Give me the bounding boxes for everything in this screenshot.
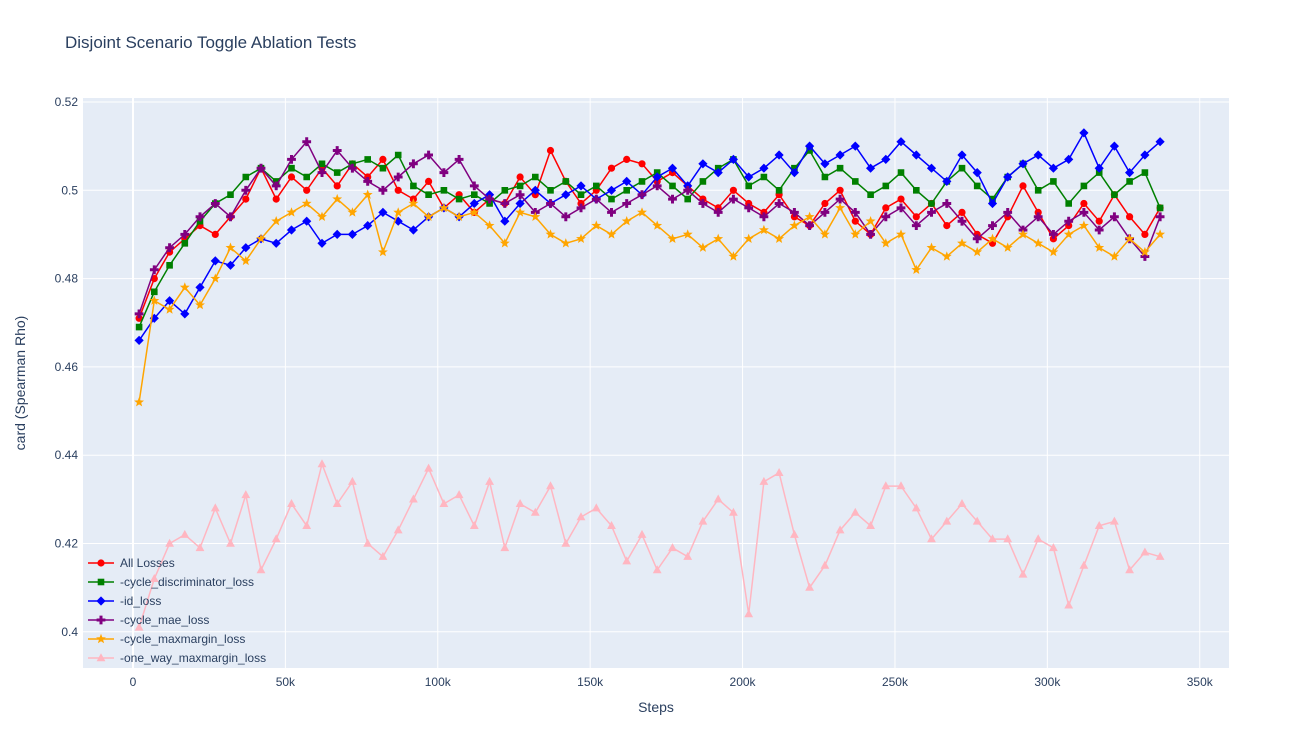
legend-item-one-way-maxmargin-loss[interactable]: -one_way_maxmargin_loss bbox=[88, 651, 266, 665]
legend-label: -id_loss bbox=[120, 594, 161, 608]
series-line bbox=[138, 193, 1161, 403]
series-line bbox=[138, 131, 1161, 341]
legend: All Losses -cycle_discriminator_loss -id_l… bbox=[88, 556, 266, 665]
x-tick-label: 250k bbox=[882, 675, 909, 689]
x-axis-title: Steps bbox=[638, 699, 674, 715]
legend-label: -cycle_maxmargin_loss bbox=[120, 632, 245, 646]
circle-marker-icon bbox=[97, 559, 105, 567]
square-marker-icon bbox=[97, 578, 105, 586]
y-tick-label: 0.48 bbox=[55, 272, 79, 286]
legend-label: -one_way_maxmargin_loss bbox=[120, 651, 266, 665]
series-line bbox=[138, 461, 1161, 628]
x-tick-label: 150k bbox=[577, 675, 604, 689]
legend-label: All Losses bbox=[120, 556, 175, 570]
diamond-marker-icon bbox=[96, 596, 106, 606]
y-tick-label: 0.44 bbox=[55, 448, 79, 462]
legend-label: -cycle_discriminator_loss bbox=[120, 575, 254, 589]
legend-item-id-loss[interactable]: -id_loss bbox=[88, 594, 161, 608]
x-tick-label: 50k bbox=[276, 675, 296, 689]
legend-item-cycle-mae-loss[interactable]: -cycle_mae_loss bbox=[88, 613, 209, 627]
x-tick-label: 350k bbox=[1187, 675, 1214, 689]
legend-item-all-losses[interactable]: All Losses bbox=[88, 556, 175, 570]
y-tick-label: 0.5 bbox=[61, 183, 78, 197]
x-tick-label: 200k bbox=[730, 675, 757, 689]
star-marker-icon bbox=[96, 633, 106, 644]
legend-label: -cycle_mae_loss bbox=[120, 613, 209, 627]
legend-item-cycle-discriminator-loss[interactable]: -cycle_discriminator_loss bbox=[88, 575, 254, 589]
y-axis-title: card (Spearman Rho) bbox=[12, 316, 28, 451]
cross-marker-icon bbox=[96, 615, 106, 625]
chart-title: Disjoint Scenario Toggle Ablation Tests bbox=[65, 33, 357, 52]
series-cycle-maxmargin-loss bbox=[134, 189, 1166, 407]
x-tick-label: 0 bbox=[130, 675, 137, 689]
y-tick-label: 0.46 bbox=[55, 360, 79, 374]
series-one-way-maxmargin-loss bbox=[134, 459, 1165, 631]
series-cycle-mae-loss bbox=[134, 137, 1165, 319]
legend-item-cycle-maxmargin-loss[interactable]: -cycle_maxmargin_loss bbox=[88, 632, 245, 646]
x-tick-label: 300k bbox=[1034, 675, 1061, 689]
x-tick-label: 100k bbox=[425, 675, 452, 689]
tick-labels: 0 50k 100k 150k 200k 250k 300k 350k 0.4 0.42 0.44 0… bbox=[55, 95, 1214, 689]
y-tick-label: 0.4 bbox=[61, 625, 78, 639]
y-tick-label: 0.52 bbox=[55, 95, 79, 109]
y-tick-label: 0.42 bbox=[55, 536, 79, 550]
triangle-up-marker-icon bbox=[96, 653, 106, 662]
series-id-loss bbox=[134, 128, 1165, 345]
series-line bbox=[138, 140, 1161, 315]
